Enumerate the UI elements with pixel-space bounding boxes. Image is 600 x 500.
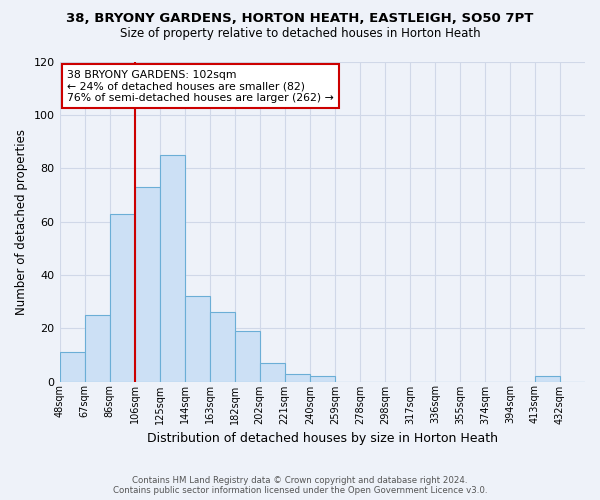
- Text: 38 BRYONY GARDENS: 102sqm
← 24% of detached houses are smaller (82)
76% of semi-: 38 BRYONY GARDENS: 102sqm ← 24% of detac…: [67, 70, 334, 102]
- Bar: [285, 374, 310, 382]
- X-axis label: Distribution of detached houses by size in Horton Heath: Distribution of detached houses by size …: [147, 432, 498, 445]
- Text: Contains HM Land Registry data © Crown copyright and database right 2024.
Contai: Contains HM Land Registry data © Crown c…: [113, 476, 487, 495]
- Bar: [235, 331, 260, 382]
- Text: 38, BRYONY GARDENS, HORTON HEATH, EASTLEIGH, SO50 7PT: 38, BRYONY GARDENS, HORTON HEATH, EASTLE…: [67, 12, 533, 26]
- Bar: [260, 363, 285, 382]
- Bar: [310, 376, 335, 382]
- Y-axis label: Number of detached properties: Number of detached properties: [15, 128, 28, 314]
- Bar: [110, 214, 134, 382]
- Bar: [85, 315, 110, 382]
- Bar: [134, 187, 160, 382]
- Bar: [160, 155, 185, 382]
- Bar: [185, 296, 209, 382]
- Bar: [59, 352, 85, 382]
- Text: Size of property relative to detached houses in Horton Heath: Size of property relative to detached ho…: [119, 28, 481, 40]
- Bar: [535, 376, 560, 382]
- Bar: [209, 312, 235, 382]
